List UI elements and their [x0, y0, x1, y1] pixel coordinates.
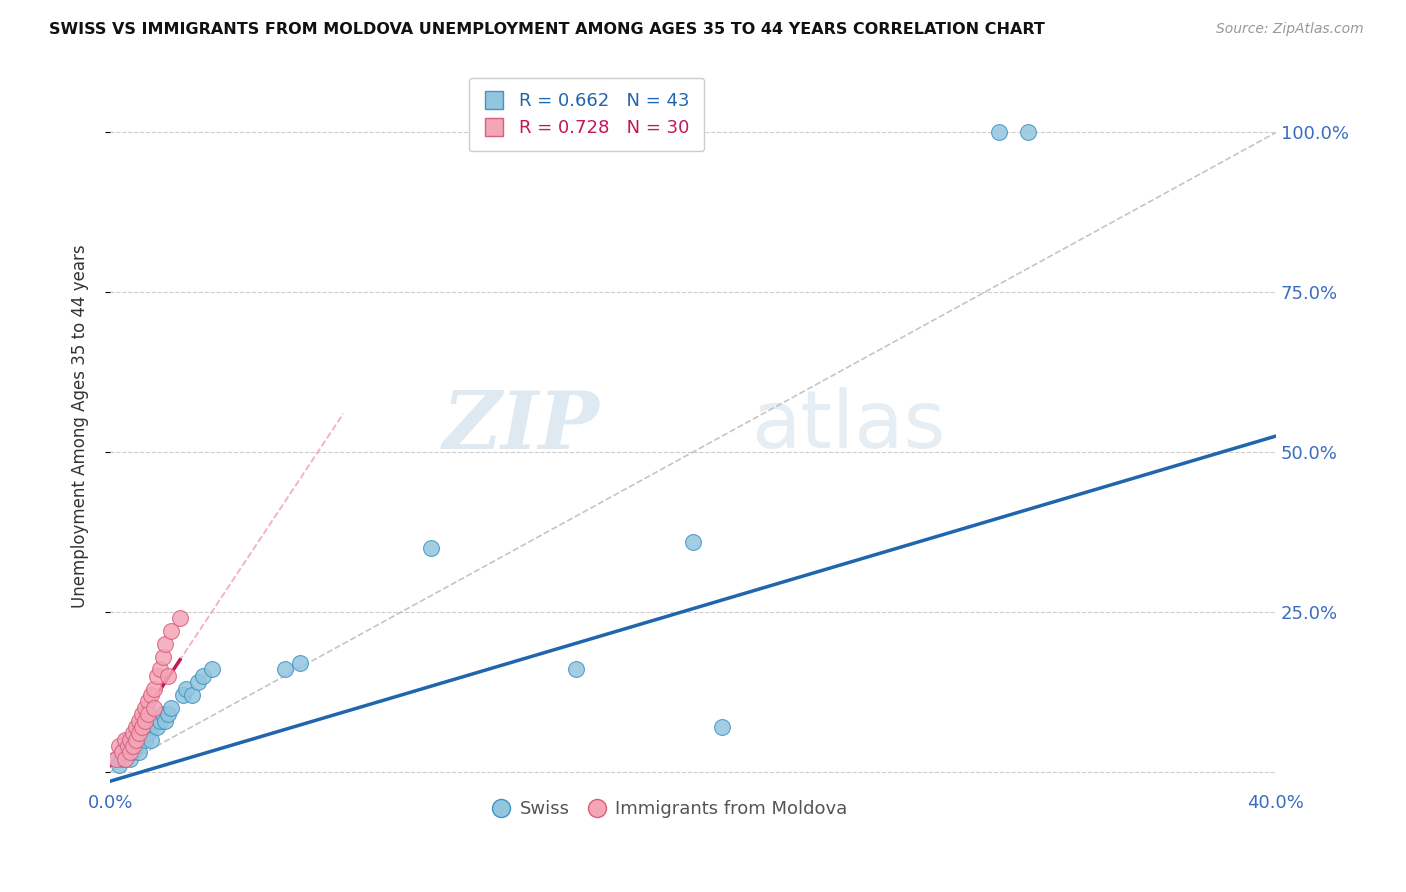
Point — [139, 720, 162, 734]
Point — [142, 714, 165, 728]
Point — [142, 700, 165, 714]
Point — [172, 688, 194, 702]
Point — [134, 720, 156, 734]
Legend: Swiss, Immigrants from Moldova: Swiss, Immigrants from Moldova — [485, 793, 855, 825]
Point — [1017, 125, 1039, 139]
Point — [117, 746, 139, 760]
Point — [114, 732, 136, 747]
Point — [139, 732, 162, 747]
Point — [682, 534, 704, 549]
Point — [104, 752, 127, 766]
Point — [155, 714, 177, 728]
Point — [122, 726, 145, 740]
Point — [152, 707, 174, 722]
Point — [128, 726, 150, 740]
Point — [155, 637, 177, 651]
Point — [120, 752, 142, 766]
Point — [117, 739, 139, 753]
Point — [174, 681, 197, 696]
Point — [274, 662, 297, 676]
Point — [288, 656, 311, 670]
Point — [134, 732, 156, 747]
Point — [111, 746, 134, 760]
Point — [711, 720, 734, 734]
Point — [114, 752, 136, 766]
Point — [114, 752, 136, 766]
Point — [142, 681, 165, 696]
Point — [111, 752, 134, 766]
Point — [122, 739, 145, 753]
Point — [104, 752, 127, 766]
Point — [145, 669, 167, 683]
Point — [145, 720, 167, 734]
Text: atlas: atlas — [751, 387, 946, 466]
Point — [122, 746, 145, 760]
Point — [128, 714, 150, 728]
Point — [186, 675, 208, 690]
Point — [120, 739, 142, 753]
Point — [128, 732, 150, 747]
Point — [120, 746, 142, 760]
Text: SWISS VS IMMIGRANTS FROM MOLDOVA UNEMPLOYMENT AMONG AGES 35 TO 44 YEARS CORRELAT: SWISS VS IMMIGRANTS FROM MOLDOVA UNEMPLO… — [49, 22, 1045, 37]
Point — [193, 669, 215, 683]
Point — [114, 739, 136, 753]
Point — [149, 662, 172, 676]
Point — [160, 700, 183, 714]
Point — [120, 732, 142, 747]
Point — [125, 720, 148, 734]
Point — [157, 669, 180, 683]
Point — [160, 624, 183, 638]
Point — [117, 732, 139, 747]
Point — [125, 739, 148, 753]
Point — [125, 726, 148, 740]
Point — [131, 707, 153, 722]
Text: ZIP: ZIP — [443, 388, 600, 466]
Point — [565, 662, 588, 676]
Point — [131, 720, 153, 734]
Point — [125, 732, 148, 747]
Point — [108, 739, 131, 753]
Point — [988, 125, 1011, 139]
Point — [139, 688, 162, 702]
Text: Source: ZipAtlas.com: Source: ZipAtlas.com — [1216, 22, 1364, 37]
Point — [128, 746, 150, 760]
Point — [180, 688, 202, 702]
Point — [134, 700, 156, 714]
Point — [136, 694, 159, 708]
Point — [108, 758, 131, 772]
Point — [131, 726, 153, 740]
Point — [134, 714, 156, 728]
Point — [149, 714, 172, 728]
Point — [419, 541, 441, 555]
Point — [111, 746, 134, 760]
Point — [152, 649, 174, 664]
Point — [136, 707, 159, 722]
Point — [122, 732, 145, 747]
Point — [157, 707, 180, 722]
Point — [169, 611, 191, 625]
Point — [201, 662, 224, 676]
Y-axis label: Unemployment Among Ages 35 to 44 years: Unemployment Among Ages 35 to 44 years — [72, 244, 89, 608]
Point — [136, 726, 159, 740]
